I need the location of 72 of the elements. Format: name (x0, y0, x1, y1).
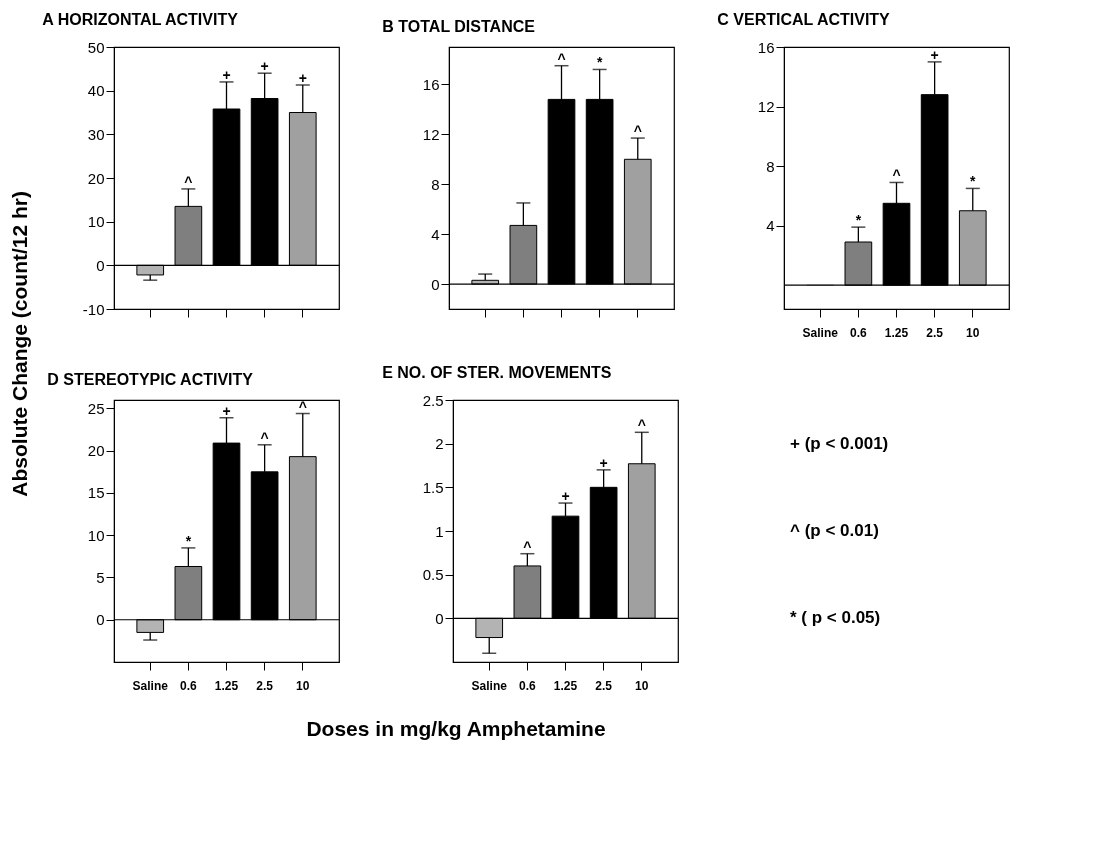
y-tick-label: 12 (757, 98, 775, 116)
x-tick-label: Saline (132, 678, 169, 693)
y-tick-label: 12 (422, 125, 440, 143)
y-tick-label: 0 (431, 275, 440, 293)
x-tick-label: 10 (966, 325, 980, 340)
y-tick-label: 1.5 (422, 478, 444, 496)
data-label: ^ (260, 429, 269, 446)
chart-title: C VERTICAL ACTIVITY (717, 11, 891, 28)
x-axis-title: Doses in mg/kg Amphetamine (305, 717, 607, 741)
data-label: ^ (557, 50, 566, 67)
y-tick-label: 4 (766, 217, 775, 235)
x-tick-label: Saline (471, 678, 508, 693)
y-tick-label: 0 (96, 611, 105, 629)
chart-title: E NO. OF STER. MOVEMENTS (382, 364, 612, 381)
x-tick-label: 2.5 (595, 678, 613, 693)
data-label: * (596, 54, 603, 71)
data-label: * (970, 173, 977, 190)
x-tick-label: 1.25 (553, 678, 578, 693)
data-label: + (561, 488, 570, 505)
y-tick-label: 2 (435, 435, 444, 453)
y-axis-title: Absolute Change (count/12 hr) (8, 190, 32, 497)
y-tick-label: 16 (757, 38, 775, 56)
y-tick-label: 15 (87, 484, 105, 502)
x-tick-label: 10 (296, 678, 310, 693)
chart-title: A HORIZONTAL ACTIVITY (42, 11, 239, 28)
x-tick-label: Saline (802, 325, 839, 340)
text: * ( p < 0.05) (790, 608, 881, 628)
y-tick-label: 10 (87, 213, 105, 231)
y-tick-label: 30 (87, 125, 105, 143)
x-tick-label: 10 (635, 678, 649, 693)
text: + (p < 0.001) (790, 433, 889, 453)
data-label: ^ (184, 173, 193, 190)
x-tick-label: 2.5 (926, 325, 944, 340)
y-tick-label: 40 (87, 82, 105, 100)
y-tick-label: 0 (435, 609, 444, 627)
data-label: + (599, 454, 608, 471)
y-tick-label: 4 (431, 225, 440, 243)
x-tick-label: 1.25 (884, 325, 909, 340)
data-label: + (930, 46, 939, 63)
data-label: + (260, 58, 269, 75)
y-tick-label: 50 (87, 38, 105, 56)
y-tick-label: -10 (82, 300, 105, 318)
x-tick-label: 2.5 (256, 678, 274, 693)
y-tick-label: 25 (87, 399, 105, 417)
y-tick-label: 0.5 (422, 566, 444, 584)
y-tick-label: 2.5 (422, 391, 444, 409)
chart-title: B TOTAL DISTANCE (382, 18, 536, 35)
data-label: ^ (523, 538, 532, 555)
y-tick-label: 0 (96, 256, 105, 274)
x-tick-label: 0.6 (850, 325, 868, 340)
x-tick-label: 0.6 (519, 678, 537, 693)
y-tick-label: 1 (435, 522, 444, 540)
data-label: ^ (633, 123, 642, 140)
x-tick-label: 1.25 (214, 678, 239, 693)
data-label: ^ (637, 417, 646, 434)
data-label: + (298, 69, 307, 86)
y-tick-label: 8 (431, 175, 440, 193)
y-tick-label: 5 (96, 568, 105, 586)
data-label: * (185, 532, 192, 549)
y-tick-label: 20 (87, 442, 105, 460)
x-tick-label: 0.6 (180, 678, 198, 693)
data-label: + (222, 402, 231, 419)
data-label: * (855, 212, 862, 229)
chart-title: D STEREOTYPIC ACTIVITY (47, 371, 254, 388)
y-tick-label: 10 (87, 526, 105, 544)
data-label: ^ (298, 398, 307, 415)
text: ^ (p < 0.01) (790, 521, 879, 540)
y-tick-label: 16 (422, 75, 440, 93)
y-tick-label: 20 (87, 169, 105, 187)
data-label: ^ (892, 167, 901, 184)
y-tick-label: 8 (766, 157, 775, 175)
data-label: + (222, 66, 231, 83)
